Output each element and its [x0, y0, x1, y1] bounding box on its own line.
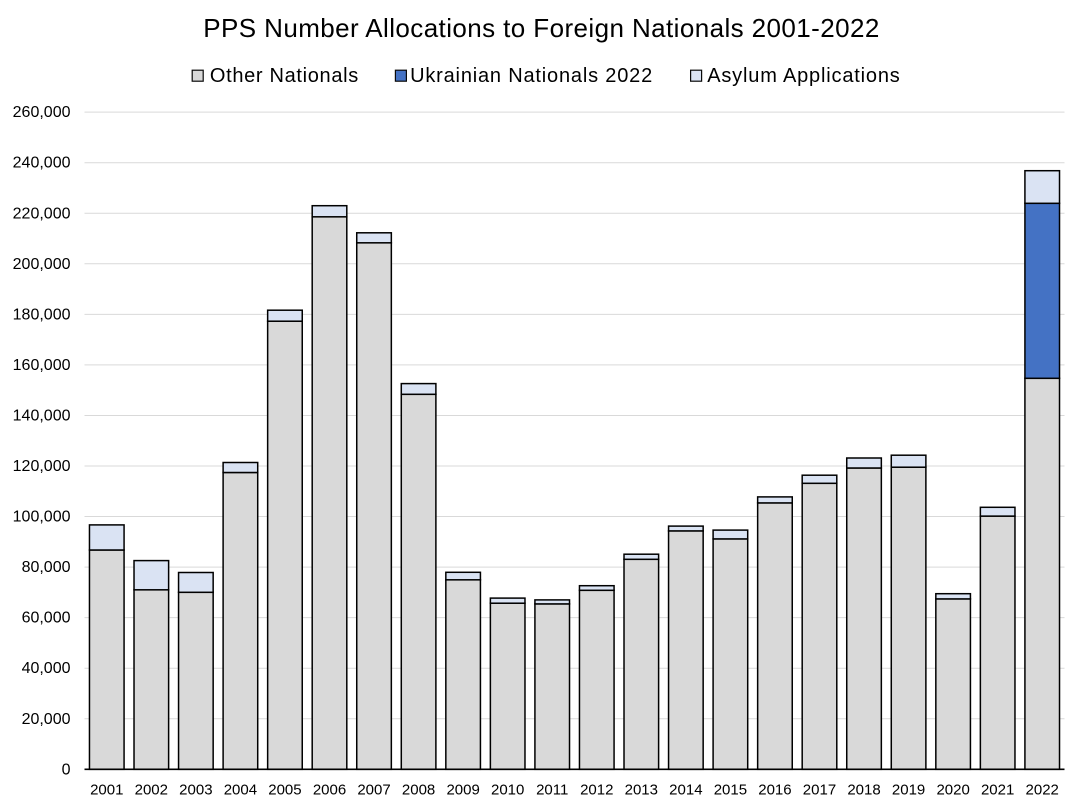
svg-text:2021: 2021 [981, 782, 1014, 799]
svg-text:20,000: 20,000 [22, 711, 71, 728]
svg-text:40,000: 40,000 [22, 660, 71, 677]
svg-text:80,000: 80,000 [22, 559, 71, 576]
svg-text:160,000: 160,000 [13, 357, 71, 374]
svg-text:2014: 2014 [669, 782, 702, 799]
svg-text:2008: 2008 [402, 782, 435, 799]
svg-text:120,000: 120,000 [13, 458, 71, 475]
svg-text:2022: 2022 [1026, 782, 1059, 799]
svg-text:200,000: 200,000 [13, 256, 71, 273]
svg-text:2006: 2006 [313, 782, 346, 799]
svg-text:2019: 2019 [892, 782, 925, 799]
svg-text:2003: 2003 [179, 782, 212, 799]
svg-text:240,000: 240,000 [13, 155, 71, 172]
svg-text:140,000: 140,000 [13, 407, 71, 424]
svg-text:Asylum Applications: Asylum Applications [707, 65, 900, 87]
svg-text:2005: 2005 [268, 782, 301, 799]
svg-text:2001: 2001 [90, 782, 123, 799]
svg-text:2010: 2010 [491, 782, 524, 799]
svg-text:2018: 2018 [847, 782, 880, 799]
svg-text:2012: 2012 [580, 782, 613, 799]
svg-text:260,000: 260,000 [13, 104, 71, 121]
svg-text:Ukrainian Nationals 2022: Ukrainian Nationals 2022 [410, 65, 653, 87]
svg-text:2011: 2011 [536, 782, 568, 799]
svg-text:2007: 2007 [357, 782, 390, 799]
svg-text:PPS Number Allocations to Fore: PPS Number Allocations to Foreign Nation… [203, 13, 879, 43]
svg-text:2017: 2017 [803, 782, 836, 799]
svg-text:2020: 2020 [936, 782, 969, 799]
svg-text:60,000: 60,000 [22, 610, 71, 627]
svg-text:Other Nationals: Other Nationals [210, 65, 359, 87]
svg-text:220,000: 220,000 [13, 205, 71, 222]
svg-text:2009: 2009 [446, 782, 479, 799]
svg-text:2002: 2002 [135, 782, 168, 799]
svg-text:0: 0 [62, 761, 71, 778]
svg-text:180,000: 180,000 [13, 306, 71, 323]
svg-text:2016: 2016 [758, 782, 791, 799]
svg-text:2013: 2013 [625, 782, 658, 799]
svg-text:100,000: 100,000 [13, 509, 71, 526]
svg-text:2004: 2004 [224, 782, 257, 799]
svg-text:2015: 2015 [714, 782, 747, 799]
